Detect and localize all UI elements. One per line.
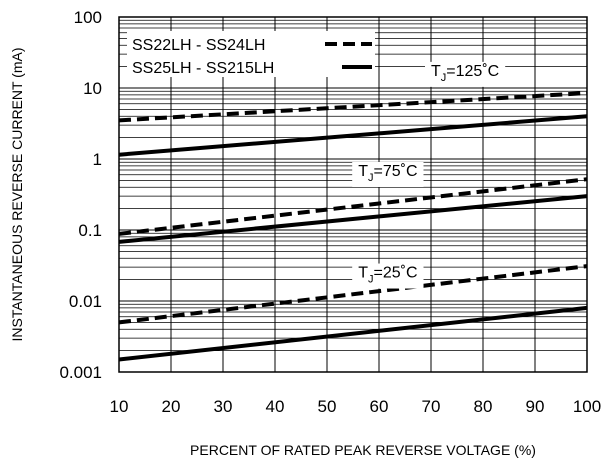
x-tick-label: 40: [266, 397, 285, 416]
y-tick-label: 100: [74, 8, 102, 27]
series-group: [118, 91, 588, 362]
legend-entry-solid-label: SS25LH - SS215LH: [132, 60, 274, 77]
series-solid-125: [118, 114, 588, 157]
y-tick-labels: 0.001 0.01 0.1 1 10 100: [59, 8, 102, 382]
series-solid-75: [118, 194, 588, 244]
annotation-tj-2: TJ=25˚C: [352, 263, 424, 289]
y-tick-label: 0.01: [69, 292, 102, 311]
series-dashed-25: [118, 264, 588, 325]
annotation-label: TJ=75˚C: [358, 163, 417, 184]
x-tick-label: 30: [214, 397, 233, 416]
x-tick-label: 70: [422, 397, 441, 416]
x-tick-label: 20: [162, 397, 181, 416]
annotation-background: [425, 61, 506, 87]
annotation-tj-0: TJ=125˚C: [425, 61, 506, 87]
annotation-label: TJ=125˚C: [431, 63, 499, 84]
annotation-label: TJ=25˚C: [358, 265, 417, 286]
x-tick-label: 80: [474, 397, 493, 416]
y-tick-label: 1: [93, 150, 102, 169]
legend-entry-dashed-label: SS22LH - SS24LH: [132, 37, 265, 54]
x-tick-label: 10: [110, 397, 129, 416]
x-tick-labels: 10 20 30 40 50 60 70 80 90 100: [110, 397, 602, 416]
y-tick-label: 10: [83, 79, 102, 98]
y-axis-label: INSTANTANEOUS REVERSE CURRENT (mA): [9, 47, 25, 341]
annotation-background: [352, 161, 424, 187]
legend-background: [127, 31, 375, 77]
annotations: TJ=125˚C TJ=75˚C TJ=25˚C: [352, 61, 506, 289]
legend: SS22LH - SS24LH SS25LH - SS215LH: [127, 31, 375, 77]
series-solid-25: [118, 305, 588, 362]
x-axis-label: PERCENT OF RATED PEAK REVERSE VOLTAGE (%…: [190, 442, 536, 458]
series-dashed-75: [118, 177, 588, 236]
x-tick-label: 100: [573, 397, 601, 416]
x-tick-label: 50: [318, 397, 337, 416]
series-dashed-125: [118, 91, 588, 123]
x-tick-label: 60: [370, 397, 389, 416]
y-tick-label: 0.001: [59, 363, 102, 382]
y-tick-label: 0.1: [78, 221, 102, 240]
x-tick-label: 90: [526, 397, 545, 416]
annotation-background: [352, 263, 424, 289]
annotation-tj-1: TJ=75˚C: [352, 161, 424, 187]
plot-frame: [118, 16, 588, 373]
